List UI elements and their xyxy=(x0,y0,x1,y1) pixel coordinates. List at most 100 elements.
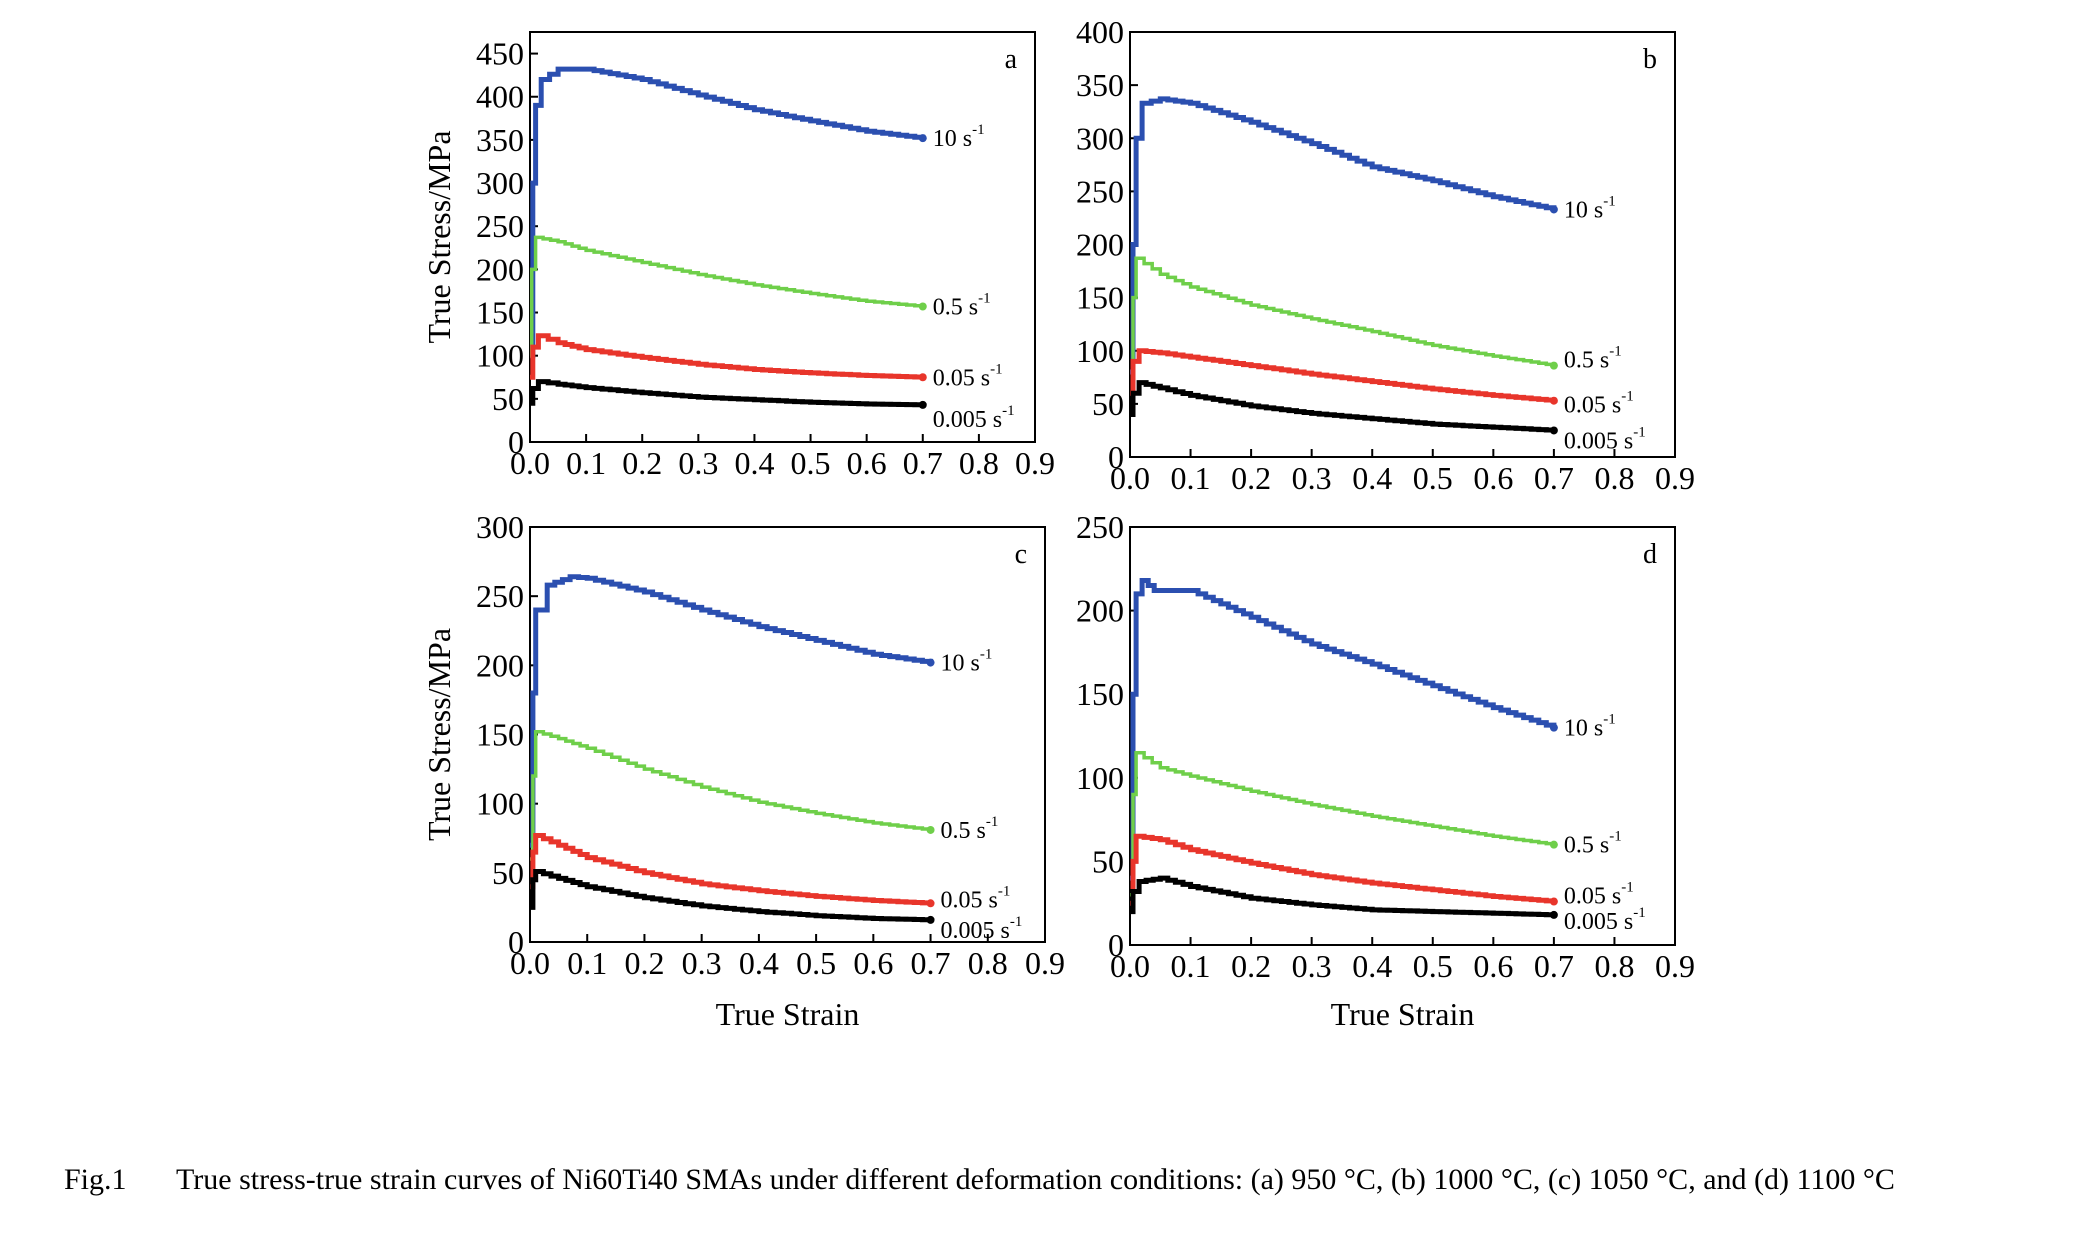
chart-panel-d: 0.0 0.1 0.2 0.3 0.4 0.5 0.6 0.7 0.8 0.9 0 50 100 150 2… xyxy=(1076,509,1695,1032)
series-line xyxy=(1130,96,1557,375)
x-tick-label: 0.0 xyxy=(510,445,550,481)
y-axis-title: True Stress/MPa xyxy=(421,628,457,841)
plot-frame xyxy=(1129,526,1676,946)
y-tick-label: 200 xyxy=(1076,593,1124,629)
y-tick-label: 0 xyxy=(508,924,524,960)
panel-letter: d xyxy=(1643,539,1657,570)
x-tick-label: 0.8 xyxy=(1594,460,1634,496)
series-line xyxy=(1130,578,1557,881)
y-tick-label: 0 xyxy=(508,424,524,460)
x-tick-label: 0.4 xyxy=(1352,948,1392,984)
panel-letter: a xyxy=(1005,44,1018,75)
series-line xyxy=(1130,380,1557,433)
y-tick-label: 300 xyxy=(476,509,524,545)
x-tick-label: 0.9 xyxy=(1655,460,1695,496)
y-tick-label: 50 xyxy=(1092,386,1124,422)
y-tick-label: 350 xyxy=(476,122,524,158)
series-label-exponent: -1 xyxy=(980,647,993,663)
x-tick-label: 0.3 xyxy=(678,445,718,481)
series-label-exponent: -1 xyxy=(1609,344,1622,360)
series-label-exponent: -1 xyxy=(1621,389,1634,405)
series-label-exponent: -1 xyxy=(1603,193,1616,209)
x-tick-label: 0.3 xyxy=(1292,460,1332,496)
series-line xyxy=(530,333,926,380)
y-tick-label: 0 xyxy=(1108,439,1124,475)
series-label-main: 0.005 s xyxy=(1564,428,1633,454)
series-label-exponent: -1 xyxy=(1633,424,1646,440)
series-end-marker xyxy=(926,915,935,924)
x-tick-label: 0.9 xyxy=(1025,945,1065,981)
y-tick-label: 0 xyxy=(1108,927,1124,963)
series-end-marker xyxy=(1549,396,1558,405)
y-tick-label: 250 xyxy=(476,578,524,614)
y-tick-label: 50 xyxy=(1092,843,1124,879)
series-label-exponent: -1 xyxy=(972,122,985,138)
y-tick-label: 150 xyxy=(476,717,524,753)
y-tick-label: 100 xyxy=(476,338,524,374)
x-tick-label: 0.8 xyxy=(1594,948,1634,984)
plot-frame xyxy=(529,31,1036,443)
series-label: 10 s-1 xyxy=(1564,712,1616,742)
series-line xyxy=(530,729,933,861)
x-tick-label: 0.4 xyxy=(739,945,779,981)
caption-text: True stress-true strain curves of Ni60Ti… xyxy=(176,1163,1895,1196)
x-tick-label: 0.7 xyxy=(903,445,943,481)
series-label-main: 0.05 s xyxy=(941,887,998,913)
x-tick-label: 0.2 xyxy=(1231,948,1271,984)
x-tick-label: 0.7 xyxy=(911,945,951,981)
x-tick-label: 0.5 xyxy=(791,445,831,481)
caption-label: Fig.1 xyxy=(64,1163,127,1196)
series-label-exponent: -1 xyxy=(990,361,1003,377)
series-end-marker xyxy=(1549,723,1558,732)
series-label: 0.05 s-1 xyxy=(1564,389,1634,419)
y-tick-label: 200 xyxy=(476,251,524,287)
series-label-exponent: -1 xyxy=(1609,829,1622,845)
series-end-marker xyxy=(918,134,927,143)
y-tick-label: 50 xyxy=(492,855,524,891)
series-end-marker xyxy=(926,825,935,834)
x-tick-label: 0.2 xyxy=(624,945,664,981)
x-tick-label: 0.6 xyxy=(847,445,887,481)
y-tick-label: 150 xyxy=(1076,280,1124,316)
series-label-main: 0.005 s xyxy=(941,918,1010,944)
series-label-main: 0.05 s xyxy=(1564,393,1621,419)
series-end-marker xyxy=(1549,910,1558,919)
series-line xyxy=(530,833,934,906)
series-label: 10 s-1 xyxy=(941,647,993,677)
x-tick-label: 0.3 xyxy=(1292,948,1332,984)
series-label-main: 0.5 s xyxy=(933,294,978,320)
y-tick-label: 400 xyxy=(476,79,524,115)
x-tick-label: 0.6 xyxy=(1473,948,1513,984)
series-end-marker xyxy=(918,400,927,409)
chart-panel-c: 0.0 0.1 0.2 0.3 0.4 0.5 0.6 0.7 0.8 0.9 0 50 100 150 2… xyxy=(421,509,1065,1032)
series-line xyxy=(1130,256,1556,396)
series-label: 0.05 s-1 xyxy=(941,883,1011,913)
series-label-main: 10 s xyxy=(1564,716,1603,742)
series-end-marker xyxy=(1549,840,1558,849)
series-label-main: 0.05 s xyxy=(1564,884,1621,910)
series-label: 0.5 s-1 xyxy=(933,290,991,320)
series-end-marker xyxy=(918,302,927,311)
y-tick-label: 300 xyxy=(1076,120,1124,156)
y-tick-label: 250 xyxy=(1076,173,1124,209)
series-label-exponent: -1 xyxy=(978,290,991,306)
series-label: 0.05 s-1 xyxy=(1564,880,1634,910)
series-end-marker xyxy=(918,373,927,382)
x-tick-label: 0.9 xyxy=(1655,948,1695,984)
y-tick-label: 200 xyxy=(1076,227,1124,263)
x-tick-label: 0.4 xyxy=(1352,460,1392,496)
series-label: 0.005 s-1 xyxy=(933,403,1015,433)
series-label-exponent: -1 xyxy=(1603,712,1616,728)
series-label-main: 0.5 s xyxy=(1564,833,1609,859)
series-label: 0.005 s-1 xyxy=(1564,905,1646,935)
x-tick-label: 0.1 xyxy=(567,945,607,981)
series-line xyxy=(530,574,934,848)
series-label-main: 10 s xyxy=(933,126,972,152)
series-line xyxy=(529,235,925,358)
x-tick-label: 0.1 xyxy=(1171,460,1211,496)
series-end-marker xyxy=(1549,897,1558,906)
y-tick-label: 150 xyxy=(1076,676,1124,712)
y-tick-label: 250 xyxy=(476,208,524,244)
x-tick-label: 0.6 xyxy=(853,945,893,981)
